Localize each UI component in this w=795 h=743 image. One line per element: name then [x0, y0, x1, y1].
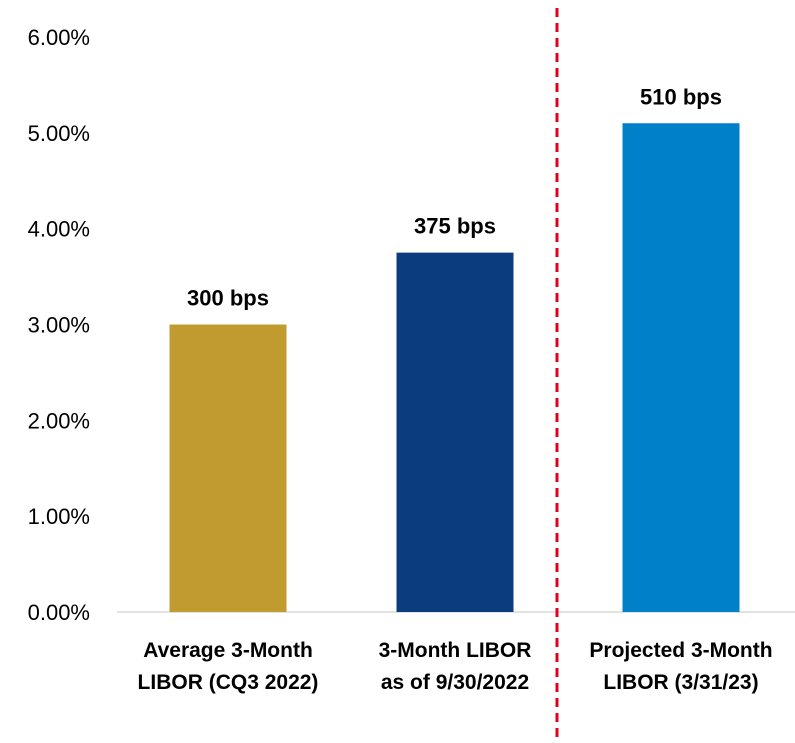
category-label-line: Projected 3-Month — [589, 639, 772, 662]
category-label: Average 3-Month LIBOR (CQ3 2022) — [138, 639, 319, 694]
y-tick-label: 4.00% — [28, 217, 90, 242]
bars — [169, 123, 740, 612]
category-label: 3-Month LIBOR as of 9/30/2022 — [379, 639, 532, 694]
category-label-line: Average 3-Month — [143, 639, 313, 662]
y-axis: 0.00% 1.00% 2.00% 3.00% 4.00% 5.00% 6.00% — [28, 25, 90, 625]
y-tick-label: 0.00% — [28, 600, 90, 625]
data-label: 510 bps — [640, 84, 722, 109]
category-label: Projected 3-Month LIBOR (3/31/23) — [589, 639, 772, 694]
y-tick-label: 6.00% — [28, 25, 90, 50]
bar — [169, 324, 287, 612]
bar — [622, 123, 740, 612]
data-labels: 300 bps 375 bps 510 bps — [187, 84, 722, 310]
y-tick-label: 2.00% — [28, 408, 90, 433]
y-tick-label: 5.00% — [28, 121, 90, 146]
y-tick-label: 1.00% — [28, 504, 90, 529]
data-label: 300 bps — [187, 286, 269, 311]
data-label: 375 bps — [414, 214, 496, 239]
category-label-line: as of 9/30/2022 — [381, 671, 529, 694]
category-label-line: LIBOR (3/31/23) — [603, 671, 758, 694]
y-tick-label: 3.00% — [28, 313, 90, 338]
category-label-line: 3-Month LIBOR — [379, 639, 532, 662]
bar — [396, 252, 514, 612]
category-label-line: LIBOR (CQ3 2022) — [138, 671, 319, 694]
category-labels: Average 3-Month LIBOR (CQ3 2022) 3-Month L… — [138, 639, 773, 694]
